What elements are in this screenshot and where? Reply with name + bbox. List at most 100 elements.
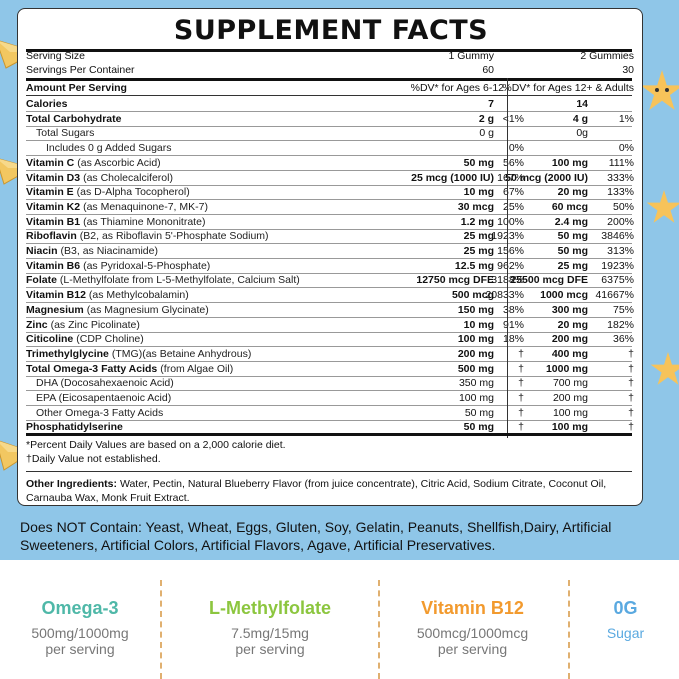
nutrient-detail: (CDP Choline) — [76, 333, 144, 346]
nutrient-value-a2: 18% — [502, 333, 524, 346]
nutrient-value-a1: 7 — [488, 98, 494, 110]
nutrient-name-bold: Vitamin D3 — [26, 171, 81, 184]
row-divider — [26, 375, 632, 377]
row-divider — [26, 287, 632, 289]
nutrient-name-bold: Vitamin B12 — [26, 289, 86, 302]
row-divider — [26, 331, 632, 333]
nutrient-value-b2: 111% — [608, 156, 634, 169]
row-divider — [26, 302, 632, 304]
nutrient-name: Includes 0 g Added Sugars — [46, 142, 172, 155]
nutrient-value-a2: 1923% — [491, 230, 524, 243]
nutrient-name: Calories — [26, 97, 67, 111]
nutrient-value-b1: 20 mg — [557, 186, 588, 199]
nutrient-name: Riboflavin (B2, as Riboflavin 5'-Phosphat… — [26, 229, 269, 243]
nutrient-value-b2: † — [628, 406, 634, 419]
nutrient-value-b1: 1000 mcg — [540, 289, 588, 302]
nutrient-value-a2: 167% — [497, 171, 524, 184]
nutrient-row: DHA (Docosahexaenoic Acid) 350 mg † 700 mg † — [18, 376, 644, 390]
nutrient-name-bold: Total Carbohydrate — [26, 112, 122, 125]
supplement-facts-panel: SUPPLEMENT FACTS Serving Size 1 Gummy 2 … — [17, 8, 643, 506]
highlight-amount: 500mcg/1000mcg — [416, 625, 529, 641]
nutrient-value-a2: 67% — [502, 186, 524, 199]
nutrient-row: Vitamin D3 (as Cholecalciferol) 25 mcg (10… — [18, 171, 644, 185]
nutrient-name-bold: Vitamin C — [26, 156, 75, 169]
nutrient-detail: (B3, as Niacinamide) — [60, 245, 158, 257]
row-divider — [26, 125, 632, 127]
nutrient-value-b1: 2.4 mg — [554, 215, 588, 228]
nutrient-value-a2: † — [518, 406, 524, 419]
nutrient-value-b1: 50 mcg (2000 IU) — [505, 171, 588, 184]
nutrient-value-a2: 20833% — [485, 289, 524, 302]
nutrient-detail: (from Algae Oil) — [160, 362, 234, 375]
nutrient-value-a2: 56% — [502, 156, 524, 169]
nutrient-value-a1: 1.2 mg — [460, 215, 494, 228]
nutrient-value-a1: 50 mg — [463, 156, 494, 169]
nutrient-value-a2: <1% — [502, 112, 524, 125]
nutrient-name: Vitamin K2 (as Menaquinone-7, MK-7) — [26, 200, 208, 214]
nutrient-name: Vitamin C (as Ascorbic Acid) — [26, 156, 161, 170]
row-divider — [26, 390, 632, 392]
nutrient-name-bold: Niacin — [26, 245, 58, 257]
dashed-divider — [160, 580, 162, 679]
row-divider — [26, 184, 632, 186]
nutrient-value-a1: 500 mcg — [451, 289, 494, 302]
nutrient-name-bold: Magnesium — [26, 303, 84, 316]
nutrient-detail: (TMG)(as Betaine Anhydrous) — [111, 347, 252, 360]
row-divider — [26, 360, 632, 362]
nutrient-value-b2: 6375% — [601, 274, 634, 287]
row-divider — [26, 405, 632, 406]
nutrient-value-a1: 12750 mcg DFE — [416, 274, 494, 287]
nutrient-name-bold: Vitamin B6 — [26, 259, 81, 272]
row-divider — [26, 346, 632, 348]
nutrient-name: Vitamin E (as D-Alpha Tocopherol) — [26, 185, 190, 199]
nutrient-value-a1: 150 mg — [457, 303, 494, 316]
nutrient-value-a1: 100 mg — [458, 392, 494, 404]
nutrient-name: Magnesium (as Magnesium Glycinate) — [26, 303, 209, 317]
nutrient-detail: (as D-Alpha Tocopherol) — [76, 186, 190, 199]
nutrient-value-a2: 962% — [497, 259, 524, 272]
nutrient-value-a1: 25 mg — [463, 245, 494, 257]
nutrient-value-a2: † — [518, 392, 524, 404]
nutrient-value-b2: 41667% — [595, 289, 634, 302]
nutrient-name-bold: Citicoline — [26, 333, 74, 346]
nutrient-detail: (B2, as Riboflavin 5'-Phosphate Sodium) — [79, 230, 269, 243]
nutrient-value-b1: 0g — [576, 127, 588, 140]
servings-per-container-b: 30 — [622, 64, 634, 76]
nutrient-detail: (as Pyridoxal-5-Phosphate) — [83, 259, 211, 272]
dv-header-b: %DV* for Ages 12+ & Adults — [502, 82, 634, 94]
nutrient-row: Citicoline (CDP Choline) 100 mg 18% 200 mg 36… — [18, 332, 644, 346]
nutrient-value-a1: 200 mg — [457, 347, 494, 360]
highlight-sugar: 0G Sugar — [578, 598, 673, 641]
row-divider — [26, 272, 632, 274]
nutrient-name-bold: Calories — [26, 98, 68, 110]
nutrient-value-a2: † — [518, 377, 524, 390]
nutrient-value-a1: 25 mcg (1000 IU) — [411, 171, 494, 184]
nutrient-value-a1: 500 mg — [457, 362, 494, 375]
nutrient-row: Vitamin K2 (as Menaquinone-7, MK-7) 30 mcg… — [18, 200, 644, 214]
nutrient-row: Includes 0 g Added Sugars 0% 0% — [18, 141, 644, 155]
row-divider — [26, 243, 632, 245]
nutrient-value-b1: 1000 mg — [545, 362, 588, 375]
highlight-vitamin-b12: Vitamin B12 500mcg/1000mcg per serving — [385, 598, 560, 657]
row-divider — [26, 155, 632, 157]
nutrient-row: Zinc (as Zinc Picolinate) 10 mg 91% 20 mg 182… — [18, 318, 644, 332]
nutrient-value-b2: 36% — [612, 333, 634, 346]
highlight-amount: 7.5mg/15mg — [231, 625, 309, 641]
nutrient-value-b2: 133% — [607, 186, 634, 199]
highlight-name: Vitamin B12 — [421, 598, 524, 618]
servings-per-container-a: 60 — [482, 64, 494, 76]
other-ingredients-text: Water, Pectin, Natural Blueberry Flavor … — [26, 478, 607, 504]
highlight-name: 0G — [613, 598, 638, 618]
nutrient-name-bold: Trimethylglycine — [26, 347, 109, 360]
nutrient-value-b2: 333% — [607, 171, 634, 184]
dv-header-a: %DV* for Ages 6-12 — [410, 82, 504, 94]
highlight-name: Omega-3 — [41, 598, 119, 618]
nutrient-value-a2: 100% — [497, 215, 524, 228]
divider — [26, 471, 632, 472]
row-divider — [26, 316, 632, 318]
nutrient-value-b2: 75% — [612, 303, 634, 316]
nutrient-value-a1: 10 mg — [463, 186, 494, 199]
nutrient-value-a2: 0% — [508, 142, 524, 155]
highlight-omega3: Omega-3 500mg/1000mg per serving — [10, 598, 150, 657]
nutrient-value-b1: 100 mg — [552, 406, 588, 419]
